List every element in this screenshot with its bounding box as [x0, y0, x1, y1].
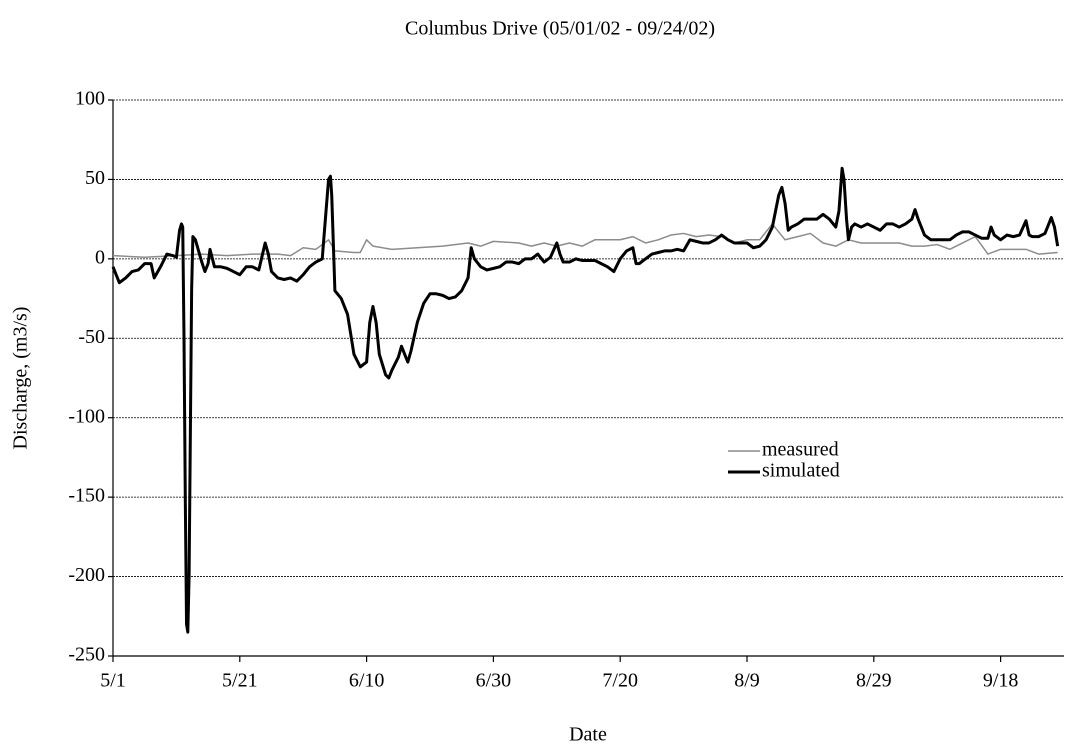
x-tick-label: 5/21	[222, 670, 258, 692]
x-axis-label: Date	[569, 724, 607, 746]
y-axis-label: Discharge, (m3/s)	[10, 307, 32, 450]
x-tick-label: 8/29	[856, 670, 892, 692]
x-tick-label: 5/1	[100, 670, 126, 692]
y-tick-label: -100	[68, 405, 105, 427]
y-tick-label: 0	[95, 246, 105, 268]
legend-label: measured	[762, 439, 839, 461]
x-tick-label: 6/30	[476, 670, 512, 692]
x-tick-label: 8/9	[734, 670, 760, 692]
y-tick-label: -250	[68, 644, 105, 666]
x-tick-label: 6/10	[349, 670, 385, 692]
legend-label: simulated	[762, 460, 840, 482]
x-tick-label: 9/18	[983, 670, 1019, 692]
chart-title: Columbus Drive (05/01/02 - 09/24/02)	[405, 18, 715, 40]
series-line	[112, 223, 1058, 259]
y-tick-label: -50	[78, 326, 105, 348]
y-tick-label: -200	[68, 564, 105, 586]
y-tick-label: 100	[75, 88, 105, 110]
y-tick-label: -150	[68, 485, 105, 507]
series-line	[111, 166, 1060, 634]
y-tick-label: 50	[85, 167, 105, 189]
x-tick-label: 7/20	[602, 670, 638, 692]
